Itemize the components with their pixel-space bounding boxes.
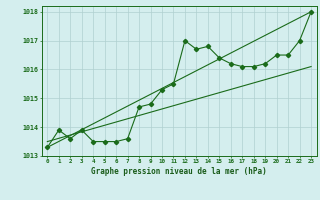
X-axis label: Graphe pression niveau de la mer (hPa): Graphe pression niveau de la mer (hPa) — [91, 167, 267, 176]
